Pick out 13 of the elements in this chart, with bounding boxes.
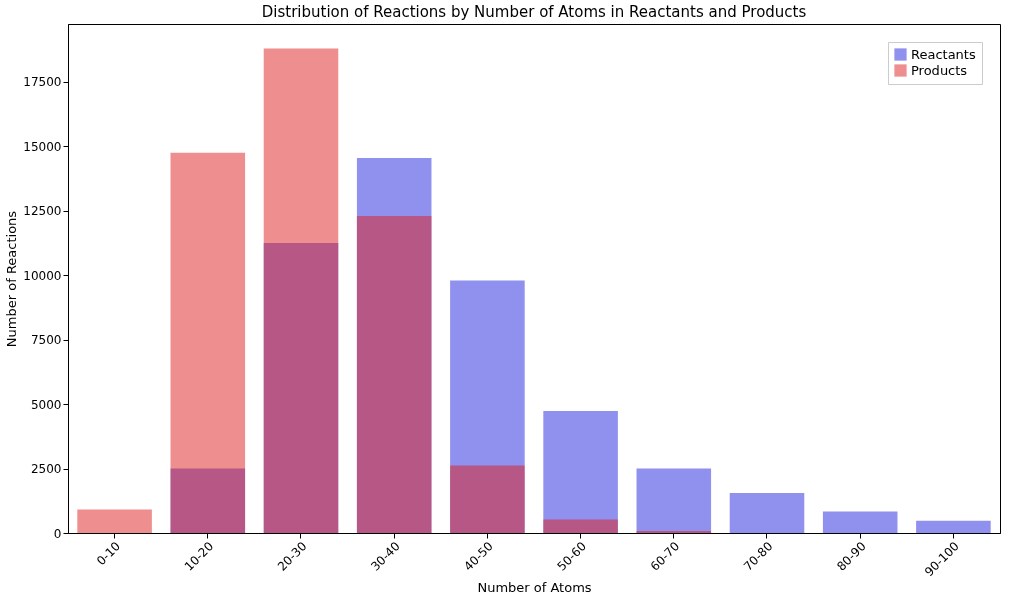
y-tick-label: 15000: [23, 139, 62, 154]
x-axis-title: Number of Atoms: [477, 580, 592, 596]
y-tick-label: 17500: [23, 75, 62, 90]
y-tick-label: 0: [53, 526, 62, 541]
chart-title: Distribution of Reactions by Number of Atoms in Reactants and Products: [261, 3, 807, 21]
legend-label: Reactants: [911, 46, 976, 62]
y-tick-label: 10000: [23, 268, 62, 283]
y-tick-label: 12500: [23, 204, 62, 219]
y-tick-label: 2500: [30, 462, 62, 477]
legend-label: Products: [911, 62, 968, 78]
y-tick-label: 5000: [30, 397, 62, 412]
y-axis-title: Number of Reactions: [4, 210, 20, 348]
y-tick-label: 7500: [30, 333, 62, 348]
